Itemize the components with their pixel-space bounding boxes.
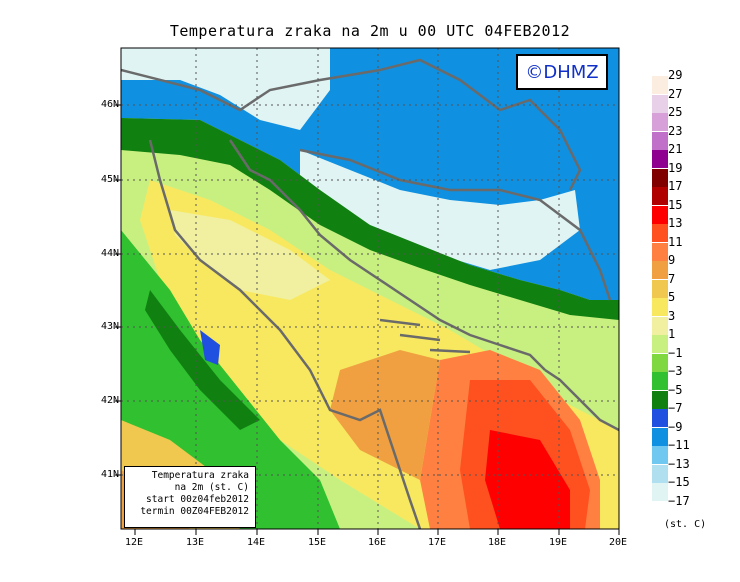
italy-cold-spot (200, 330, 220, 365)
legend-swatch (652, 427, 668, 446)
border-inland (299, 148, 612, 301)
snow-belt (300, 150, 580, 270)
southern-hottest (485, 430, 570, 529)
legend-swatch (652, 279, 668, 298)
map-title: Temperatura zraka na 2m u 00 UTC 04FEB20… (169, 22, 571, 40)
lon-label: 18E (488, 537, 507, 548)
legend-swatch (652, 298, 668, 316)
legend-swatch (652, 390, 668, 409)
legend-unit: (st. C) (664, 519, 707, 530)
legend-swatch (652, 168, 668, 187)
legend-label: 3 (668, 308, 676, 323)
north-adriatic-pale (170, 210, 330, 300)
border-south (544, 368, 619, 432)
lat-label: 45N (100, 174, 119, 185)
lon-label: 20E (609, 537, 628, 548)
legend-label: 29 (668, 68, 683, 82)
legend-swatch (652, 353, 668, 372)
legend-label: 25 (668, 105, 683, 119)
legend-swatch (652, 335, 668, 353)
cold-zone-pale (121, 48, 330, 130)
lon-label: 19E (549, 537, 568, 548)
legend-label: 21 (668, 142, 683, 156)
legend-swatch (652, 76, 668, 94)
legend-label: −7 (668, 401, 683, 415)
legend-label: −5 (668, 382, 683, 397)
legend-label: 9 (668, 253, 676, 267)
info-line-2: na 2m (st. C) (174, 482, 249, 493)
border-north (121, 58, 582, 191)
legend-swatch (652, 224, 668, 242)
lat-label: 41N (100, 469, 119, 480)
legend-label: 23 (668, 123, 683, 138)
legend-swatch (652, 446, 668, 464)
info-line-4: termin 00Z04FEB2012 (140, 506, 249, 517)
legend-label: 5 (668, 290, 676, 304)
legend-label: −13 (668, 456, 690, 471)
legend-label: 27 (668, 86, 683, 101)
lon-label: 13E (186, 537, 205, 548)
legend-swatch (652, 261, 668, 279)
legend-label: 15 (668, 197, 683, 212)
legend-label: −1 (668, 345, 683, 360)
legend-label: 17 (668, 179, 683, 193)
legend-swatch (652, 242, 668, 261)
legend-swatch (652, 205, 668, 224)
lon-label: 17E (428, 537, 447, 548)
lon-label: 12E (125, 537, 144, 548)
legend-label: −15 (668, 475, 690, 489)
dhmz-watermark: ©DHMZ (516, 54, 608, 90)
legend-label: −9 (668, 419, 683, 434)
legend-label: 11 (668, 234, 683, 249)
legend-swatch (652, 372, 668, 390)
italy-coastline (148, 139, 422, 529)
lon-label: 16E (368, 537, 387, 548)
info-line-3: start 00z04feb2012 (146, 494, 249, 505)
legend-swatch (652, 483, 668, 501)
map-frame (120, 47, 620, 530)
lon-label: 15E (308, 537, 327, 548)
italy-apennine (145, 290, 260, 430)
legend-label: −3 (668, 364, 683, 378)
balkan-coastline (228, 139, 546, 371)
legend-swatch (652, 409, 668, 427)
legend-swatch (652, 94, 668, 113)
legend-swatch (652, 113, 668, 131)
legend-swatch (652, 150, 668, 168)
legend-swatch (652, 131, 668, 150)
legend-label: 19 (668, 160, 683, 175)
mid-orange (330, 350, 440, 480)
coastal-cold (121, 118, 619, 320)
info-line-1: Temperatura zraka (151, 470, 249, 481)
legend-label: 13 (668, 216, 683, 230)
legend-label: 7 (668, 271, 676, 286)
legend-label: −11 (668, 438, 690, 452)
lat-label: 42N (100, 395, 119, 406)
legend-swatch (652, 316, 668, 335)
legend-swatch (652, 501, 668, 520)
island-chain (379, 318, 471, 354)
legend-label: 1 (668, 327, 676, 341)
legend-label: −17 (668, 493, 690, 508)
lat-label: 46N (100, 99, 119, 110)
lat-label: 43N (100, 321, 119, 332)
lat-label: 44N (100, 248, 119, 259)
lon-label: 14E (247, 537, 266, 548)
legend-swatch (652, 187, 668, 205)
info-box: Temperatura zraka na 2m (st. C) start 00… (124, 466, 256, 528)
legend-swatch (652, 464, 668, 483)
